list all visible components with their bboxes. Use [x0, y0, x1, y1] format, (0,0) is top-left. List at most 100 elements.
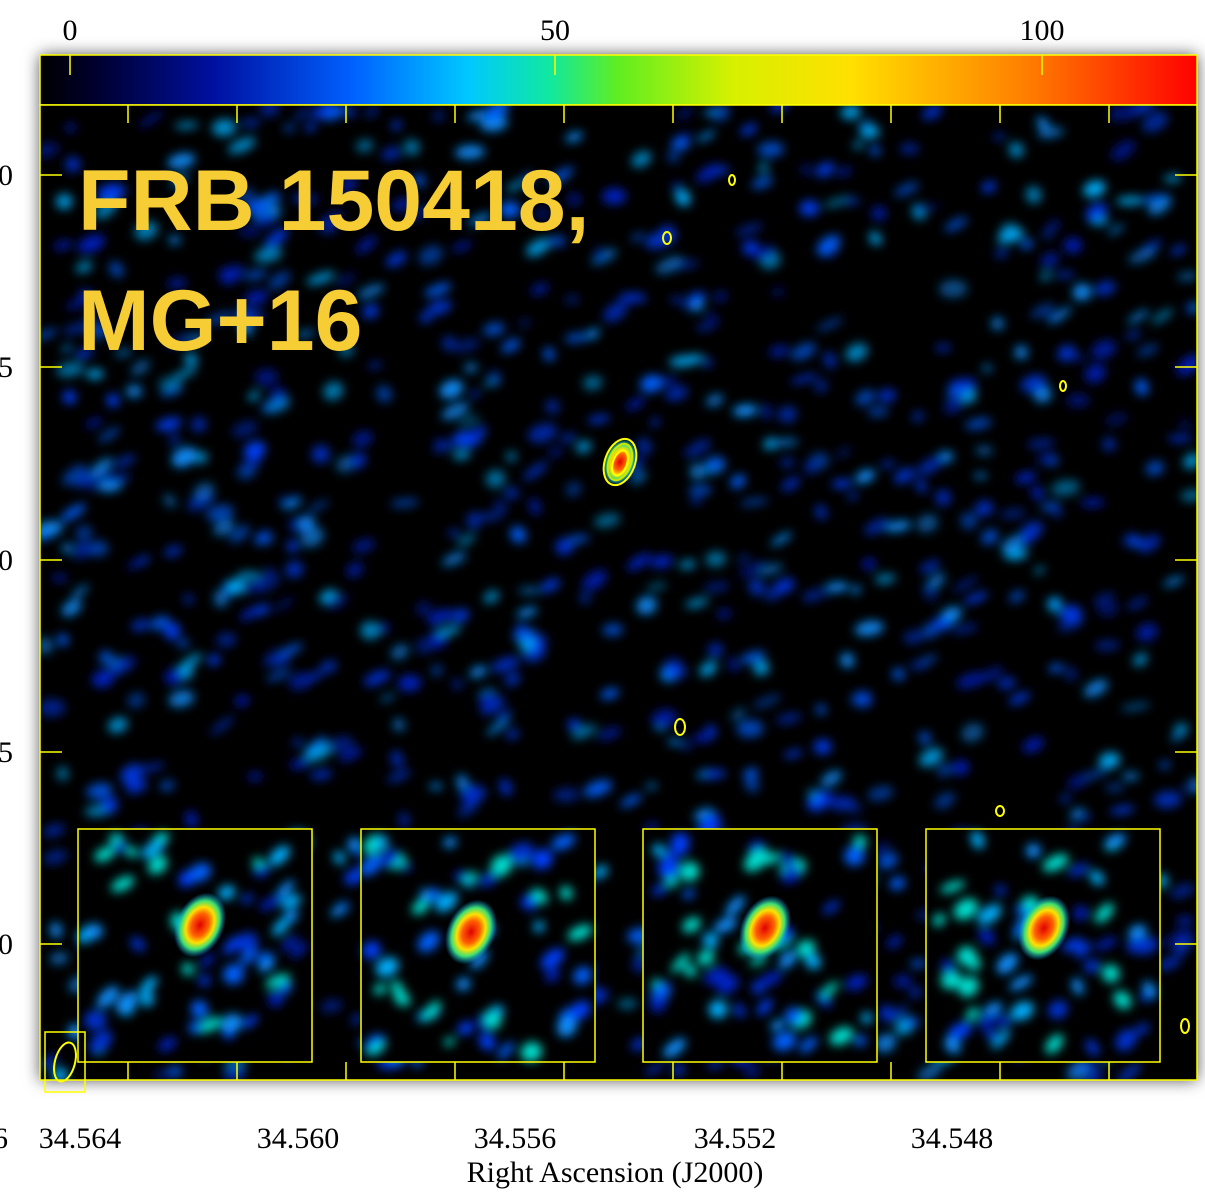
- noise-blob: [1034, 566, 1045, 575]
- noise-blob: [781, 476, 800, 492]
- noise-blob: [366, 1041, 386, 1056]
- noise-blob: [822, 900, 840, 915]
- noise-blob: [961, 390, 977, 404]
- noise-blob: [294, 330, 316, 338]
- noise-blob: [736, 719, 764, 738]
- noise-blob: [779, 950, 797, 969]
- noise-blob: [679, 559, 696, 570]
- noise-blob: [278, 643, 303, 657]
- noise-blob: [937, 763, 952, 777]
- noise-blob: [783, 749, 803, 759]
- noise-blob: [393, 990, 410, 1007]
- noise-blob: [164, 545, 183, 557]
- noise-blob: [1067, 863, 1090, 877]
- noise-blob: [593, 865, 608, 879]
- noise-blob: [506, 180, 524, 192]
- noise-blob: [565, 131, 583, 143]
- noise-blob: [702, 932, 719, 949]
- noise-blob: [90, 458, 113, 478]
- noise-blob: [1031, 486, 1044, 500]
- noise-blob: [931, 617, 952, 631]
- noise-blob: [141, 840, 165, 859]
- noise-blob: [1084, 363, 1106, 383]
- noise-blob: [435, 626, 461, 636]
- noise-blob: [1062, 938, 1083, 952]
- noise-blob: [671, 952, 690, 973]
- noise-blob: [1073, 905, 1089, 921]
- noise-blob: [130, 937, 146, 952]
- noise-blob: [917, 1063, 943, 1080]
- noise-blob: [583, 780, 612, 798]
- noise-blob: [1075, 941, 1091, 958]
- noise-blob: [725, 895, 745, 917]
- noise-blob: [412, 899, 429, 915]
- noise-blob: [573, 966, 592, 985]
- noise-blob: [222, 964, 244, 985]
- noise-blob: [512, 628, 538, 641]
- noise-blob: [835, 446, 851, 458]
- noise-blob: [651, 883, 668, 896]
- noise-blob: [713, 291, 728, 302]
- noise-blob: [815, 991, 832, 1008]
- noise-blob: [1170, 883, 1195, 899]
- noise-blob: [780, 866, 801, 884]
- noise-blob: [531, 888, 548, 905]
- noise-blob: [1094, 937, 1118, 951]
- noise-blob: [625, 397, 646, 411]
- noise-blob: [476, 512, 502, 521]
- noise-blob: [730, 474, 746, 489]
- noise-blob: [382, 145, 398, 157]
- noise-blob: [1127, 309, 1150, 324]
- noise-blob: [971, 830, 985, 849]
- noise-blob: [485, 469, 506, 488]
- noise-blob: [497, 1041, 514, 1060]
- noise-blob: [447, 608, 467, 623]
- noise-blob: [349, 452, 367, 469]
- noise-blob: [1083, 679, 1108, 698]
- noise-blob: [751, 981, 765, 995]
- noise-blob: [617, 998, 638, 1009]
- noise-blob: [357, 284, 385, 299]
- noise-blob: [116, 991, 138, 1014]
- noise-blob: [218, 266, 235, 282]
- noise-blob: [769, 438, 799, 447]
- noise-blob: [393, 718, 405, 732]
- noise-blob: [636, 596, 657, 615]
- noise-blob: [650, 417, 660, 427]
- noise-blob: [1115, 1029, 1137, 1051]
- noise-blob: [268, 271, 291, 290]
- noise-blob: [42, 824, 66, 837]
- noise-blob: [234, 308, 264, 324]
- noise-blob: [1128, 924, 1147, 941]
- noise-blob: [306, 271, 336, 285]
- noise-blob: [651, 709, 677, 729]
- noise-blob: [483, 590, 500, 604]
- noise-blob: [419, 312, 432, 323]
- noise-blob: [298, 195, 321, 206]
- noise-blob: [101, 796, 118, 814]
- noise-blob: [981, 181, 997, 193]
- noise-blob: [1063, 666, 1078, 682]
- noise-blob: [280, 894, 302, 909]
- noise-blob: [1060, 794, 1071, 803]
- noise-blob: [1171, 941, 1188, 958]
- noise-blob: [831, 479, 853, 488]
- noise-blob: [1083, 959, 1100, 974]
- noise-blob: [307, 500, 329, 513]
- noise-blob: [528, 423, 558, 443]
- noise-blob: [919, 748, 944, 767]
- noise-blob: [526, 238, 550, 257]
- noise-blob: [182, 962, 194, 976]
- x-tick-label: 34.556: [474, 1122, 557, 1155]
- noise-blob: [663, 664, 687, 680]
- noise-blob: [61, 344, 73, 353]
- noise-blob: [815, 162, 835, 178]
- noise-blob: [236, 572, 261, 580]
- noise-blob: [191, 1000, 209, 1019]
- noise-blob: [77, 234, 105, 254]
- noise-blob: [456, 977, 471, 991]
- noise-blob: [189, 862, 212, 882]
- noise-blob: [919, 655, 938, 665]
- noise-blob: [1159, 760, 1171, 769]
- noise-blob: [452, 241, 472, 252]
